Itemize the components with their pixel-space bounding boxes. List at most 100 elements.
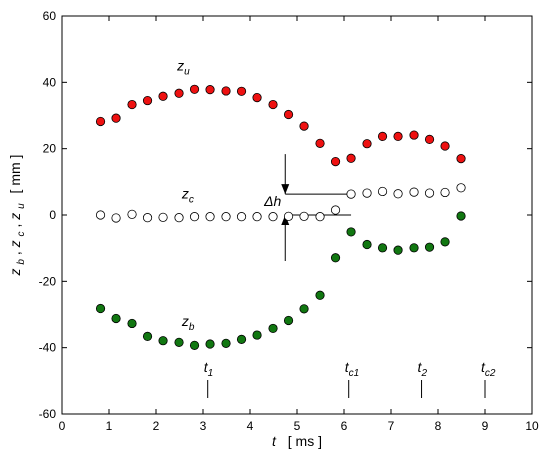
series-label-u: zu bbox=[176, 58, 190, 78]
series-label-c: zc bbox=[181, 185, 194, 205]
data-point-z_b bbox=[221, 338, 231, 348]
data-point-z_c bbox=[440, 187, 450, 198]
y-axis-label-sub-b: b bbox=[16, 259, 27, 265]
data-point-z_c bbox=[283, 211, 294, 221]
data-point-z_b bbox=[95, 303, 106, 314]
series-label-sub: u bbox=[184, 67, 190, 78]
data-point-z_b bbox=[346, 227, 356, 237]
series-z_b bbox=[95, 211, 466, 350]
y-axis-label-sub-c: c bbox=[16, 231, 27, 236]
x-tick-label: 6 bbox=[341, 419, 348, 433]
delta-h-label: Δh bbox=[263, 193, 281, 209]
data-point-z_b bbox=[236, 334, 247, 344]
data-point-z_u bbox=[456, 154, 466, 164]
x-tick-label: 0 bbox=[59, 419, 66, 433]
data-point-z_u bbox=[377, 131, 388, 141]
time-marker-var: t bbox=[345, 359, 350, 375]
data-point-z_u bbox=[142, 95, 153, 106]
data-point-z_b bbox=[456, 211, 466, 221]
data-point-z_c bbox=[236, 212, 247, 222]
x-tick-label: 3 bbox=[200, 419, 207, 433]
x-tick-label: 1 bbox=[106, 419, 113, 433]
data-point-z_u bbox=[236, 86, 247, 96]
time-marker-var: t bbox=[204, 359, 209, 375]
data-point-z_b bbox=[377, 243, 388, 253]
data-point-z_c bbox=[142, 213, 153, 223]
y-tick-label: 40 bbox=[43, 75, 57, 89]
y-tick-label: -40 bbox=[39, 341, 57, 355]
data-point-z_b bbox=[424, 242, 435, 252]
time-marker-label: tc2 bbox=[481, 359, 496, 379]
data-point-z_u bbox=[174, 88, 184, 98]
data-point-z_b bbox=[174, 337, 184, 347]
data-point-z_c bbox=[409, 187, 419, 197]
series-z_u bbox=[95, 84, 466, 167]
data-point-z_u bbox=[189, 84, 200, 94]
y-tick-label: 0 bbox=[49, 208, 56, 222]
data-point-z_b bbox=[158, 336, 168, 346]
data-point-z_b bbox=[205, 339, 215, 349]
x-tick-label: 7 bbox=[388, 419, 395, 433]
data-point-z_u bbox=[111, 113, 121, 123]
data-point-z_u bbox=[252, 92, 262, 103]
data-point-z_c bbox=[377, 186, 388, 197]
series-label-var: z bbox=[181, 185, 189, 201]
data-point-z_b bbox=[330, 253, 341, 263]
time-marker-label: tc1 bbox=[345, 359, 359, 379]
data-point-z_c bbox=[299, 211, 309, 221]
x-axis-label-unit: [ ms ] bbox=[288, 433, 322, 449]
data-point-z_b bbox=[189, 340, 200, 350]
data-point-z_b bbox=[268, 323, 278, 334]
x-tick-label: 2 bbox=[153, 419, 160, 433]
y-axis-label-sep-2: , bbox=[7, 220, 23, 228]
data-point-z_c bbox=[111, 213, 121, 223]
data-point-z_c bbox=[205, 212, 215, 222]
time-marker-sub: c2 bbox=[485, 368, 496, 379]
x-tick-label: 10 bbox=[525, 419, 539, 433]
series-layer bbox=[95, 84, 466, 350]
y-axis-label-sub-u: u bbox=[16, 203, 27, 209]
time-marker-sub: 2 bbox=[420, 368, 427, 379]
data-point-z_b bbox=[409, 243, 419, 253]
data-point-z_b bbox=[362, 239, 372, 250]
x-tick-label: 4 bbox=[247, 419, 254, 433]
data-point-z_c bbox=[221, 212, 231, 222]
data-point-z_b bbox=[315, 290, 325, 300]
y-axis-label-unit: [ mm ] bbox=[7, 155, 23, 194]
data-point-z_c bbox=[252, 212, 262, 222]
x-axis-label-var: t bbox=[272, 433, 277, 449]
data-point-z_c bbox=[315, 212, 325, 222]
data-point-z_c bbox=[393, 189, 403, 199]
x-tick-label: 8 bbox=[435, 419, 442, 433]
data-point-z_c bbox=[346, 189, 356, 199]
y-tick-label: 20 bbox=[43, 142, 57, 156]
y-axis-label-var-u: z bbox=[7, 213, 23, 221]
series-label-sub: b bbox=[189, 322, 195, 333]
data-point-z_b bbox=[299, 304, 309, 314]
data-point-z_c bbox=[127, 209, 137, 219]
data-point-z_u bbox=[440, 141, 450, 151]
data-point-z_u bbox=[362, 139, 372, 149]
data-point-z_u bbox=[346, 153, 356, 163]
data-point-z_b bbox=[111, 313, 121, 324]
data-point-z_b bbox=[142, 331, 153, 341]
x-tick-label: 5 bbox=[294, 419, 301, 433]
x-tick-label: 9 bbox=[482, 419, 489, 433]
y-tick-label: -60 bbox=[39, 407, 57, 421]
data-point-z_u bbox=[283, 109, 294, 120]
data-point-z_u bbox=[268, 99, 278, 110]
y-tick-label: -20 bbox=[39, 274, 57, 288]
time-marker-label: t1 bbox=[204, 359, 213, 379]
time-marker-sub: 1 bbox=[208, 368, 214, 379]
data-point-z_c bbox=[174, 213, 184, 223]
series-z_c bbox=[95, 183, 466, 223]
delta-h-upper-arrowhead bbox=[281, 184, 290, 195]
data-point-z_b bbox=[127, 318, 137, 329]
y-axis-label-var-b: z bbox=[7, 268, 23, 276]
data-point-z_c bbox=[362, 188, 372, 198]
data-point-z_c bbox=[189, 212, 200, 222]
data-point-z_u bbox=[127, 99, 137, 110]
data-point-z_u bbox=[205, 85, 215, 95]
